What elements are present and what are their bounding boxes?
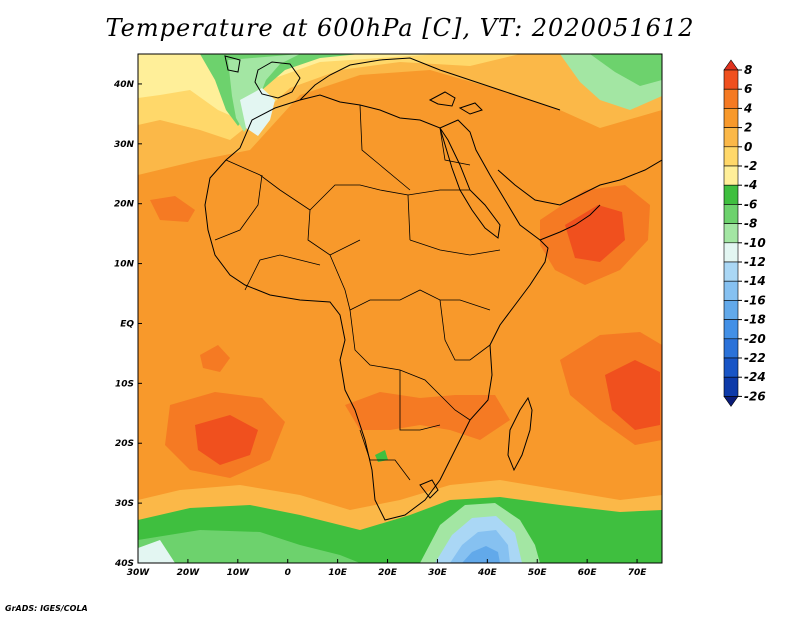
colorbar-swatch <box>723 357 739 378</box>
lon-tick-label: 30E <box>428 568 448 578</box>
lat-tick-label: 20N <box>114 200 135 210</box>
lon-tick-label: 50E <box>528 568 548 578</box>
colorbar-label: -6 <box>744 197 757 211</box>
colorbar-label: 0 <box>744 140 752 154</box>
colorbar-label: -16 <box>744 293 766 307</box>
lat-tick-label: 40N <box>113 80 135 90</box>
colorbar-label: -20 <box>744 332 766 346</box>
latitude-axis: 40N 30N 20N 10N EQ 10S 20S 30S 40S <box>113 80 142 569</box>
colorbar-label: -12 <box>744 255 766 269</box>
lat-tick-label: 40S <box>114 559 134 569</box>
map-title: Temperature at 600hPa [C], VT: 202005161… <box>105 14 695 42</box>
colorbar-label: 4 <box>743 101 752 115</box>
colorbar-swatch <box>723 88 739 109</box>
colorbar-swatch <box>723 165 739 186</box>
colorbar-swatch <box>723 319 739 340</box>
lat-tick-label: 30N <box>114 140 135 150</box>
coastline-layer <box>204 55 662 521</box>
longitude-axis: 30W 20W 10W 0 10E 20E 30E 40E 50E 60E 70E <box>127 559 647 578</box>
colorbar-swatch <box>723 184 739 205</box>
colorbar-label: 6 <box>744 82 752 96</box>
colorbar-label: 2 <box>744 121 752 135</box>
colorbar-swatch <box>723 280 739 301</box>
colorbar-swatch <box>723 376 739 397</box>
colorbar-label: -2 <box>744 159 757 173</box>
lat-tick-label: 10N <box>114 260 135 270</box>
credit-text: GrADS: IGES/COLA <box>5 604 88 613</box>
lon-tick-label: 20W <box>177 568 201 578</box>
colorbar-label: -10 <box>744 236 766 250</box>
lon-tick-label: 0 <box>285 568 291 578</box>
lon-tick-label: 30W <box>127 568 151 578</box>
lon-tick-label: 40E <box>477 568 498 578</box>
lat-tick-label: EQ <box>120 319 134 329</box>
colorbar-swatch <box>723 59 739 71</box>
colorbar-label: -18 <box>744 313 766 327</box>
colorbar-label: -4 <box>744 178 757 192</box>
colorbar-swatch <box>723 204 739 224</box>
colorbar-swatch <box>723 223 739 244</box>
colorbar-swatch <box>723 146 739 167</box>
colorbar-swatch <box>723 108 739 128</box>
lon-tick-label: 10W <box>227 568 251 578</box>
colorbar-swatch <box>723 242 739 263</box>
lon-tick-label: 20E <box>378 568 398 578</box>
colorbar-label: -24 <box>744 370 766 384</box>
colorbar-swatch <box>723 396 739 407</box>
lat-tick-label: 10S <box>115 379 134 389</box>
colorbar-label: -8 <box>744 217 757 231</box>
lon-tick-label: 10E <box>328 568 348 578</box>
map-frame <box>137 53 663 564</box>
lat-tick-label: 20S <box>115 439 134 449</box>
lon-tick-label: 60E <box>578 568 598 578</box>
colorbar-label: 8 <box>744 63 752 77</box>
colorbar-swatch <box>723 127 739 148</box>
colorbar-label: -26 <box>744 389 766 403</box>
lat-tick-label: 30S <box>115 499 134 509</box>
temperature-shading <box>138 54 662 563</box>
country-borders <box>214 104 501 481</box>
colorbar-label: -22 <box>744 351 766 365</box>
colorbar-swatch <box>723 261 739 282</box>
colorbar-label: -14 <box>744 274 766 288</box>
colorbar-swatch <box>723 338 739 359</box>
colorbar-swatch <box>723 69 739 90</box>
lon-tick-label: 70E <box>628 568 648 578</box>
colorbar-swatch <box>723 300 739 320</box>
colorbar: 8 6 4 2 0 -2 -4 -6 -8 -10 -12 -14 -16 -18 -20 -22 -24 -26 <box>723 59 766 407</box>
